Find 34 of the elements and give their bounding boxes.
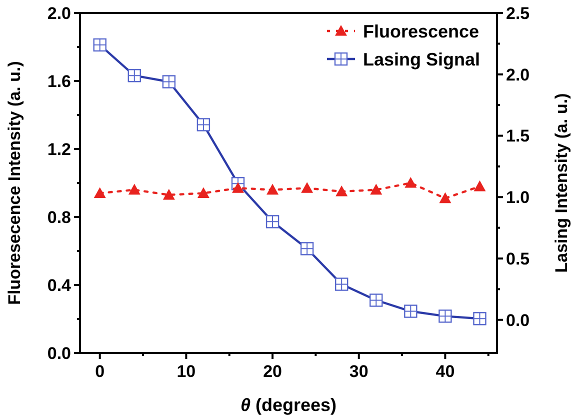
y-tick-label: 0.8 xyxy=(47,208,71,227)
point xyxy=(336,186,348,196)
x-tick-label: 20 xyxy=(263,362,282,381)
point xyxy=(301,182,314,193)
point xyxy=(404,177,417,188)
y-axis-title: Fluoresecence Intensity (a. u.) xyxy=(5,61,24,305)
y2-tick-label: 0.0 xyxy=(506,310,530,330)
x-tick-label: 10 xyxy=(176,362,196,381)
y2-tick-label: 0.5 xyxy=(506,249,530,268)
legend-label: Fluorescence xyxy=(363,21,480,42)
y2-axis-title: Lasing Intensity (a. u.) xyxy=(552,93,571,273)
y-tick-label: 2.0 xyxy=(47,4,71,23)
y2-tick-label: 1.5 xyxy=(506,126,530,146)
y-tick-label: 1.2 xyxy=(47,140,71,159)
x-tick-label: 0 xyxy=(95,362,105,381)
point xyxy=(162,188,175,200)
y-tick-label: 1.6 xyxy=(47,72,71,91)
y2-tick-label: 2.0 xyxy=(506,65,530,84)
x-tick-label: 40 xyxy=(436,362,455,381)
point xyxy=(197,187,210,198)
y2-tick-label: 1.0 xyxy=(506,188,530,208)
x-axis-title: θ (degrees) xyxy=(240,395,337,415)
point xyxy=(232,182,244,193)
y2-tick-label: 2.5 xyxy=(506,4,530,23)
point xyxy=(370,184,382,195)
x-tick-label: 30 xyxy=(349,362,368,381)
y-tick-label: 0.4 xyxy=(47,276,72,295)
y-tick-label: 0.0 xyxy=(47,344,71,363)
point xyxy=(266,184,279,195)
point xyxy=(128,184,140,195)
point xyxy=(439,192,452,204)
point xyxy=(474,180,486,192)
legend-label: Lasing Signal xyxy=(363,49,480,70)
point xyxy=(94,187,106,198)
